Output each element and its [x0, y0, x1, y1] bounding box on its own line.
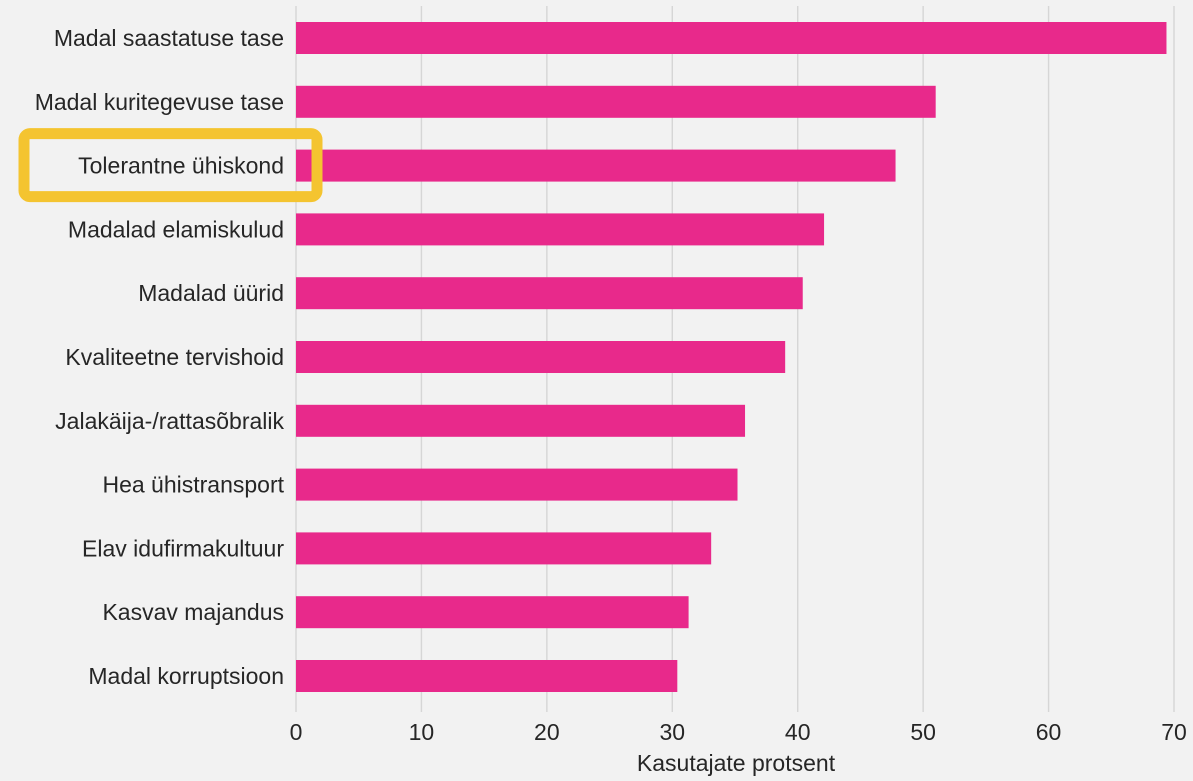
category-label-2: Tolerantne ühiskond — [78, 153, 284, 179]
x-tick-label-50: 50 — [910, 719, 936, 745]
bar-4 — [296, 277, 803, 310]
bar-8 — [296, 532, 712, 565]
bar-2 — [296, 149, 896, 182]
bar-0 — [296, 22, 1167, 54]
category-label-5: Kvaliteetne tervishoid — [65, 344, 284, 370]
x-tick-label-60: 60 — [1036, 719, 1062, 745]
category-label-6: Jalakäija-/rattasõbralik — [55, 408, 284, 434]
x-tick-label-30: 30 — [659, 719, 685, 745]
x-tick-label-10: 10 — [409, 719, 435, 745]
highlight-layer — [18, 128, 323, 203]
category-label-3: Madalad elamiskulud — [68, 216, 284, 242]
category-label-4: Madalad üürid — [138, 280, 284, 306]
bar-3 — [296, 213, 825, 246]
bar-7 — [296, 468, 738, 501]
category-label-7: Hea ühistransport — [102, 472, 284, 498]
x-tick-label-40: 40 — [785, 719, 811, 745]
category-label-9: Kasvav majandus — [102, 599, 284, 625]
category-label-0: Madal saastatuse tase — [54, 25, 284, 51]
bar-10 — [296, 660, 678, 692]
highlight-box — [18, 128, 323, 203]
x-tick-label-20: 20 — [534, 719, 560, 745]
category-label-8: Elav idufirmakultuur — [82, 535, 284, 561]
bar-9 — [296, 596, 689, 629]
category-label-10: Madal korruptsioon — [88, 663, 284, 689]
bar-6 — [296, 404, 746, 437]
bar-5 — [296, 341, 786, 373]
bars — [296, 22, 1167, 692]
x-tick-label-70: 70 — [1161, 719, 1187, 745]
category-label-1: Madal kuritegevuse tase — [35, 89, 284, 115]
category-labels: Madal saastatuse tase Madal kuritegevuse … — [35, 25, 285, 689]
x-tick-labels: 0 10 20 30 40 50 60 70 — [290, 719, 1187, 745]
bar-1 — [296, 85, 936, 118]
x-tick-label-0: 0 — [290, 719, 303, 745]
x-axis-title: Kasutajate protsent — [637, 750, 836, 776]
